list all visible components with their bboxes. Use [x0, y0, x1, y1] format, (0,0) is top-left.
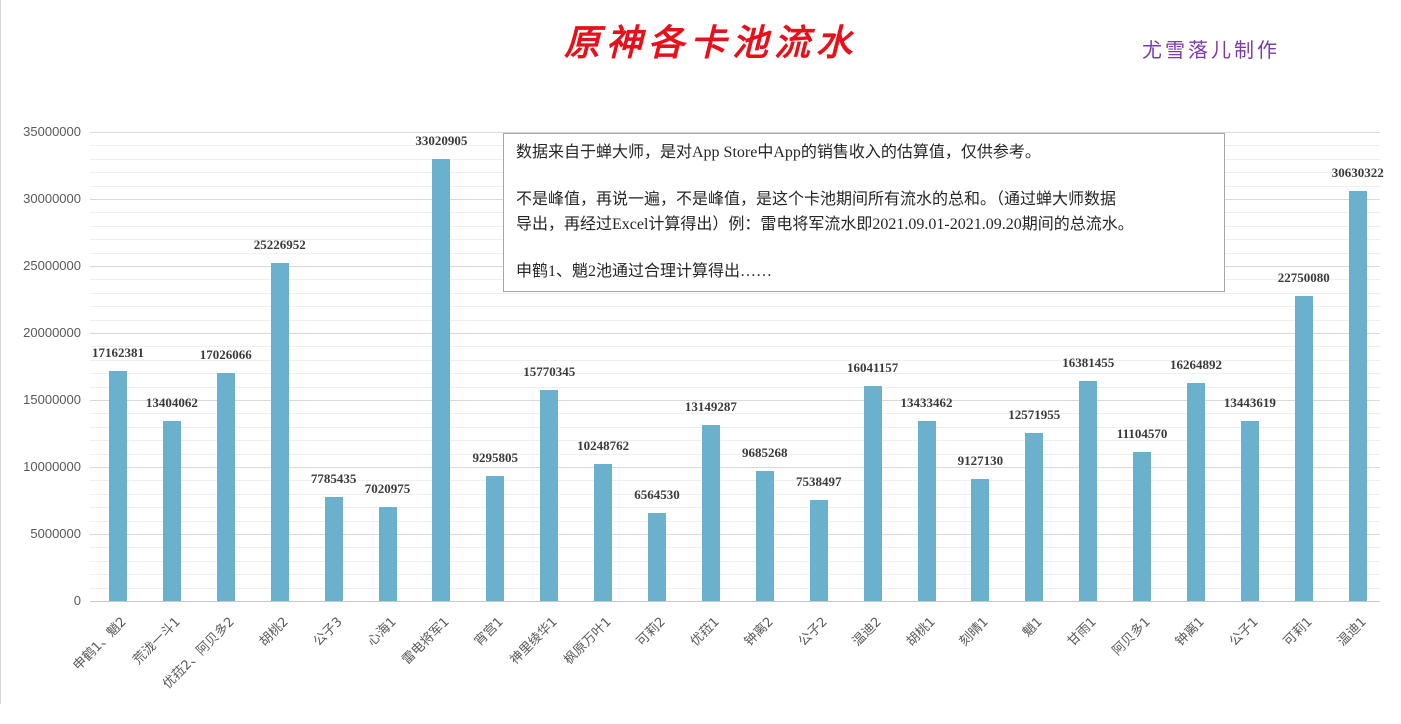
gridline [90, 574, 1380, 576]
bar-value-label: 25226952 [253, 236, 306, 252]
annotation-line-3: 导出，再经过Excel计算得出）例：雷电将军流水即2021.09.01-2021… [516, 216, 1134, 233]
bar-value-label: 15770345 [523, 363, 576, 379]
chart-area: 原神各卡池流水 尤雪落儿制作 0 5000000 10000000 15000000 2… [0, 0, 1384, 704]
bar [162, 421, 181, 601]
annotation-box: 数据来自于蝉大师，是对App Store中App的销售收入的估算值，仅供参考。 … [503, 133, 1225, 292]
bar-value-label: 12571955 [1008, 406, 1061, 422]
bar [109, 371, 127, 601]
chart-author: 尤雪落儿制作 [1142, 38, 1280, 62]
bar [324, 496, 343, 601]
bar-value-label: 13433462 [900, 394, 953, 410]
bar-value-label: 33020905 [415, 132, 468, 148]
bar [1079, 381, 1098, 601]
y-tick-label: 0 [73, 593, 81, 608]
bar-value-label: 9127130 [957, 452, 1004, 468]
x-tick-label: 温迪1 [1334, 614, 1370, 650]
gridline [90, 507, 1380, 509]
bar-value-label: 16381455 [1062, 355, 1115, 371]
gridline [90, 426, 1380, 428]
gridline [90, 386, 1380, 388]
chart-title: 原神各卡池流水 [563, 22, 858, 64]
bar-value-label: 13443619 [1223, 394, 1276, 410]
gridline [90, 480, 1380, 482]
annotation-line-4: 申鹤1、魈2池通过合理计算得出…… [516, 263, 773, 280]
bar [809, 499, 828, 601]
bar [216, 372, 235, 601]
y-tick-label: 25000000 [23, 258, 81, 273]
bar [270, 262, 289, 601]
gridline [90, 319, 1380, 321]
gridline [90, 373, 1380, 375]
bar [863, 386, 882, 601]
gridline [90, 587, 1380, 589]
bar [648, 513, 666, 601]
bar [1133, 452, 1152, 601]
x-axis-line [90, 601, 1380, 602]
gridline [90, 467, 1380, 468]
bar-value-label: 7785435 [310, 470, 357, 486]
bar [432, 158, 451, 601]
bar [755, 471, 774, 601]
y-tick-label: 15000000 [23, 392, 81, 407]
bar [971, 478, 990, 601]
bar [701, 424, 720, 601]
bar-value-label: 7020975 [364, 480, 411, 496]
bar-value-label: 6564530 [634, 487, 680, 503]
bar [1240, 420, 1259, 601]
bar-value-label: 17026066 [199, 346, 252, 362]
gridline [90, 453, 1380, 455]
gridline [90, 359, 1380, 361]
bar-value-label: 11104570 [1116, 426, 1168, 442]
bar [1187, 383, 1205, 601]
gridline [90, 413, 1380, 415]
gridline [90, 346, 1380, 348]
bar [594, 463, 613, 601]
bar [1025, 432, 1044, 601]
y-tick-label: 30000000 [23, 191, 81, 206]
y-tick-label: 35000000 [23, 124, 81, 139]
annotation-line-2: 不是峰值，再说一遍，不是峰值，是这个卡池期间所有流水的总和。（通过蝉大师数据 [516, 191, 1117, 208]
bar-value-label: 30630322 [1331, 164, 1384, 180]
bar [540, 389, 559, 601]
gridline [90, 534, 1380, 535]
gridline [90, 132, 1380, 133]
gridline [90, 400, 1380, 401]
bar-value-label: 10248762 [577, 437, 630, 453]
gridline [90, 560, 1380, 562]
gridline [90, 440, 1380, 442]
bar [378, 506, 397, 601]
bar-value-label: 17162381 [92, 345, 144, 361]
gridline [90, 547, 1380, 549]
y-tick-label: 5000000 [30, 526, 81, 541]
bar-value-label: 7538497 [795, 473, 842, 489]
bar-value-label: 22750080 [1277, 270, 1330, 286]
annotation-line-1: 数据来自于蝉大师，是对App Store中App的销售收入的估算值，仅供参考。 [516, 144, 1041, 161]
gridline [90, 333, 1380, 334]
bar [486, 476, 505, 601]
bar-value-label: 16041157 [846, 360, 899, 376]
bar-value-label: 13404062 [145, 395, 198, 411]
bar-value-label: 9295805 [472, 450, 519, 466]
gridline [90, 306, 1380, 308]
gridline [90, 520, 1380, 522]
y-tick-label: 20000000 [23, 325, 81, 340]
bar-value-label: 16264892 [1170, 357, 1222, 373]
bar [1294, 296, 1313, 601]
y-tick-label: 10000000 [23, 459, 81, 474]
bar-value-label: 9685268 [742, 445, 788, 461]
bar-value-label: 13149287 [684, 398, 737, 414]
gridline [90, 292, 1380, 294]
gridline [90, 493, 1380, 495]
bar [1348, 190, 1367, 601]
bar [917, 420, 936, 601]
